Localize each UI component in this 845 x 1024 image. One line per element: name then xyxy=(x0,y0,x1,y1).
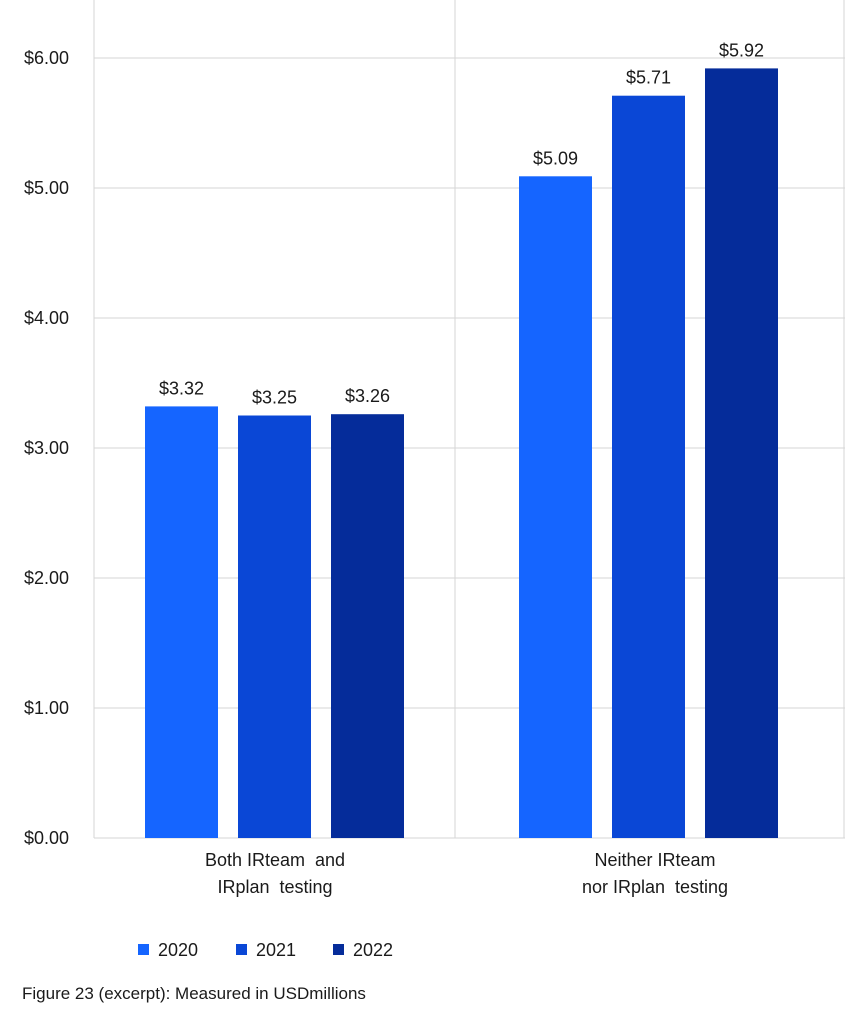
y-tick-label: $3.00 xyxy=(24,438,69,458)
data-label: $5.71 xyxy=(626,68,671,88)
category-label: IRplan testing xyxy=(217,877,332,897)
legend-label: 2021 xyxy=(256,940,296,960)
y-tick-label: $4.00 xyxy=(24,308,69,328)
legend-swatch xyxy=(138,944,149,955)
bar-2022-0 xyxy=(331,414,404,838)
y-tick-label: $6.00 xyxy=(24,48,69,68)
category-label: nor IRplan testing xyxy=(582,877,728,897)
bars xyxy=(145,68,778,839)
bar-chart: $0.00 $1.00 $2.00 $3.00 $4.00 $5.00 $6.00 $3.3… xyxy=(24,0,845,960)
category-label: Neither IRteam xyxy=(594,850,715,870)
data-label: $5.92 xyxy=(719,40,764,60)
category-label: Both IRteam and xyxy=(205,850,345,870)
y-tick-label: $2.00 xyxy=(24,568,69,588)
legend-swatch xyxy=(333,944,344,955)
y-tick-label: $5.00 xyxy=(24,178,69,198)
y-tick-label: $1.00 xyxy=(24,698,69,718)
y-tick-label: $0.00 xyxy=(24,828,69,848)
data-label: $5.09 xyxy=(533,148,578,168)
data-label: $3.25 xyxy=(252,388,297,408)
legend-swatch xyxy=(236,944,247,955)
grid-lines xyxy=(93,0,845,839)
bar-2022-1 xyxy=(705,68,778,838)
data-label: $3.26 xyxy=(345,386,390,406)
legend: 2020 2021 2022 xyxy=(138,940,393,960)
bar-2020-1 xyxy=(519,176,592,839)
data-label: $3.32 xyxy=(159,378,204,398)
category-labels: Both IRteam and IRplan testing Neither IRt… xyxy=(205,850,728,897)
bar-2021-1 xyxy=(612,95,685,838)
legend-label: 2022 xyxy=(353,940,393,960)
bar-2021-0 xyxy=(238,415,311,838)
y-axis-ticks: $0.00 $1.00 $2.00 $3.00 $4.00 $5.00 $6.00 xyxy=(24,48,69,848)
bar-2020-0 xyxy=(145,406,218,838)
data-labels: $3.32 $5.09 $3.25 $5.71 $3.26 $5.92 xyxy=(159,40,764,407)
legend-label: 2020 xyxy=(158,940,198,960)
figure-caption: Figure 23 (excerpt): Measured in USDmill… xyxy=(22,984,366,1003)
